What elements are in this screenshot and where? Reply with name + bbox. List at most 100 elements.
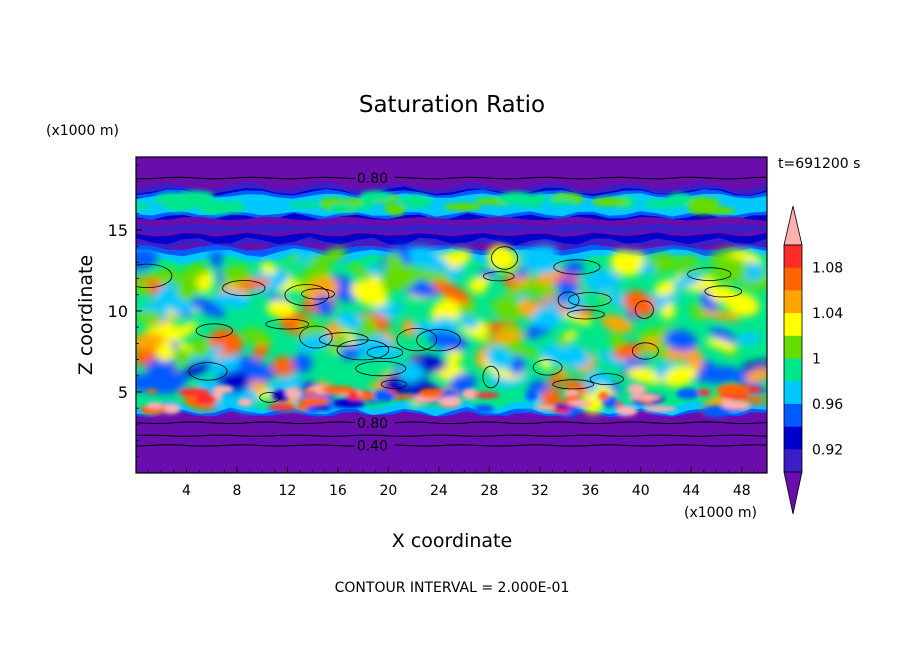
contour-label-bg bbox=[354, 170, 395, 186]
field-blob bbox=[563, 330, 578, 340]
field-blob bbox=[705, 338, 737, 352]
field-blob bbox=[701, 310, 742, 321]
field-blob bbox=[654, 279, 679, 296]
contour-label-bg bbox=[354, 437, 395, 453]
lower-blob bbox=[146, 402, 164, 409]
contour-label: 0.40 bbox=[357, 438, 388, 454]
lower-blob bbox=[525, 390, 537, 401]
field-blob bbox=[156, 343, 174, 362]
contour-loop bbox=[482, 365, 500, 389]
lower-blob bbox=[333, 397, 366, 409]
x-tick-label: 12 bbox=[279, 483, 297, 499]
field-blob bbox=[297, 331, 335, 353]
chart-title: Saturation Ratio bbox=[359, 92, 545, 118]
lower-blob bbox=[196, 394, 217, 405]
contour-loop bbox=[284, 284, 330, 307]
lower-blob bbox=[564, 389, 579, 398]
field-blob bbox=[136, 333, 166, 351]
contour-line-040 bbox=[136, 444, 767, 447]
contour-loop bbox=[704, 285, 743, 298]
field-blob bbox=[673, 256, 702, 265]
x-tick-label: 40 bbox=[632, 483, 650, 499]
colorbar-label: 1.08 bbox=[812, 261, 843, 277]
field-blob bbox=[136, 248, 159, 270]
contour-loop bbox=[634, 300, 654, 319]
x-tick-label: 36 bbox=[581, 483, 599, 499]
field-blob bbox=[208, 356, 241, 375]
field-blob bbox=[321, 247, 347, 265]
field-blob bbox=[581, 392, 605, 415]
field-blob bbox=[234, 278, 271, 290]
y-unit-label: (x1000 m) bbox=[46, 123, 119, 139]
lower-blob bbox=[702, 405, 732, 418]
contour-loop bbox=[265, 318, 310, 330]
contour-loop bbox=[188, 362, 228, 381]
y-tick-label: 15 bbox=[108, 221, 128, 240]
lower-blob bbox=[302, 389, 317, 395]
upper-blob bbox=[398, 194, 433, 209]
field-blob bbox=[523, 253, 560, 274]
colorbar-label: 0.92 bbox=[812, 442, 843, 458]
contour-loop bbox=[336, 339, 390, 361]
field-blob bbox=[339, 346, 361, 360]
colorbar: 0.92 0.96 1 1.04 1.08 bbox=[783, 205, 843, 515]
colorbar-swatch bbox=[784, 358, 802, 382]
field-blob bbox=[428, 331, 469, 351]
lower-blob bbox=[615, 405, 638, 417]
field-blob bbox=[260, 261, 277, 275]
colorbar-swatch bbox=[784, 426, 802, 450]
field-blob bbox=[519, 298, 537, 318]
lower-blob bbox=[267, 404, 295, 411]
upper-blob bbox=[443, 202, 482, 211]
lower-blob bbox=[237, 397, 253, 407]
field-blob bbox=[292, 353, 313, 374]
colorbar-swatch bbox=[784, 313, 802, 337]
field-blob bbox=[701, 366, 741, 384]
lower-blob bbox=[598, 391, 609, 401]
lower-blob bbox=[567, 400, 593, 407]
x-tick-label: 4 bbox=[182, 483, 191, 499]
x-unit-label: (x1000 m) bbox=[684, 505, 757, 521]
x-tick-label: 48 bbox=[733, 483, 751, 499]
x-tick-label: 20 bbox=[379, 483, 397, 499]
upper-blob bbox=[360, 190, 392, 202]
contour-loop bbox=[567, 292, 612, 308]
contour-loop bbox=[380, 379, 407, 389]
field-blob bbox=[706, 247, 736, 263]
field-blob bbox=[408, 246, 442, 269]
field-blob bbox=[708, 285, 737, 304]
field-blob bbox=[556, 368, 569, 379]
upper-blob bbox=[688, 204, 719, 215]
colorbar-bottom-arrow bbox=[783, 471, 803, 515]
lower-blob bbox=[642, 405, 677, 412]
contour-loop bbox=[416, 329, 461, 352]
field-blob bbox=[191, 337, 211, 359]
upper-blob bbox=[548, 198, 577, 206]
field-blob bbox=[189, 296, 226, 318]
field-blob bbox=[220, 265, 252, 285]
contour-loop bbox=[222, 280, 266, 297]
lower-blob bbox=[473, 404, 494, 414]
colorbar-frame bbox=[783, 244, 803, 473]
colorbar-label: 1.04 bbox=[812, 306, 843, 322]
field-blob bbox=[486, 346, 514, 370]
field-blob bbox=[530, 306, 564, 329]
upper-blob bbox=[136, 202, 152, 210]
lower-blob bbox=[211, 385, 234, 394]
colorbar-swatch bbox=[784, 403, 802, 427]
contour-loop bbox=[299, 325, 333, 349]
contour-loop bbox=[687, 267, 732, 281]
contour-loop bbox=[396, 327, 438, 352]
field-blob bbox=[736, 332, 761, 345]
field-blob bbox=[176, 275, 199, 302]
field-blob bbox=[402, 319, 416, 338]
lower-blob bbox=[347, 390, 359, 401]
field-blob bbox=[458, 314, 479, 329]
colorbar-top-arrow bbox=[783, 205, 803, 246]
lower-blob bbox=[473, 392, 500, 399]
field-blob bbox=[294, 253, 314, 263]
upper-blob bbox=[328, 203, 354, 213]
field-blob bbox=[506, 345, 539, 358]
field-blob bbox=[315, 294, 334, 316]
colorbar-swatch bbox=[784, 449, 802, 473]
